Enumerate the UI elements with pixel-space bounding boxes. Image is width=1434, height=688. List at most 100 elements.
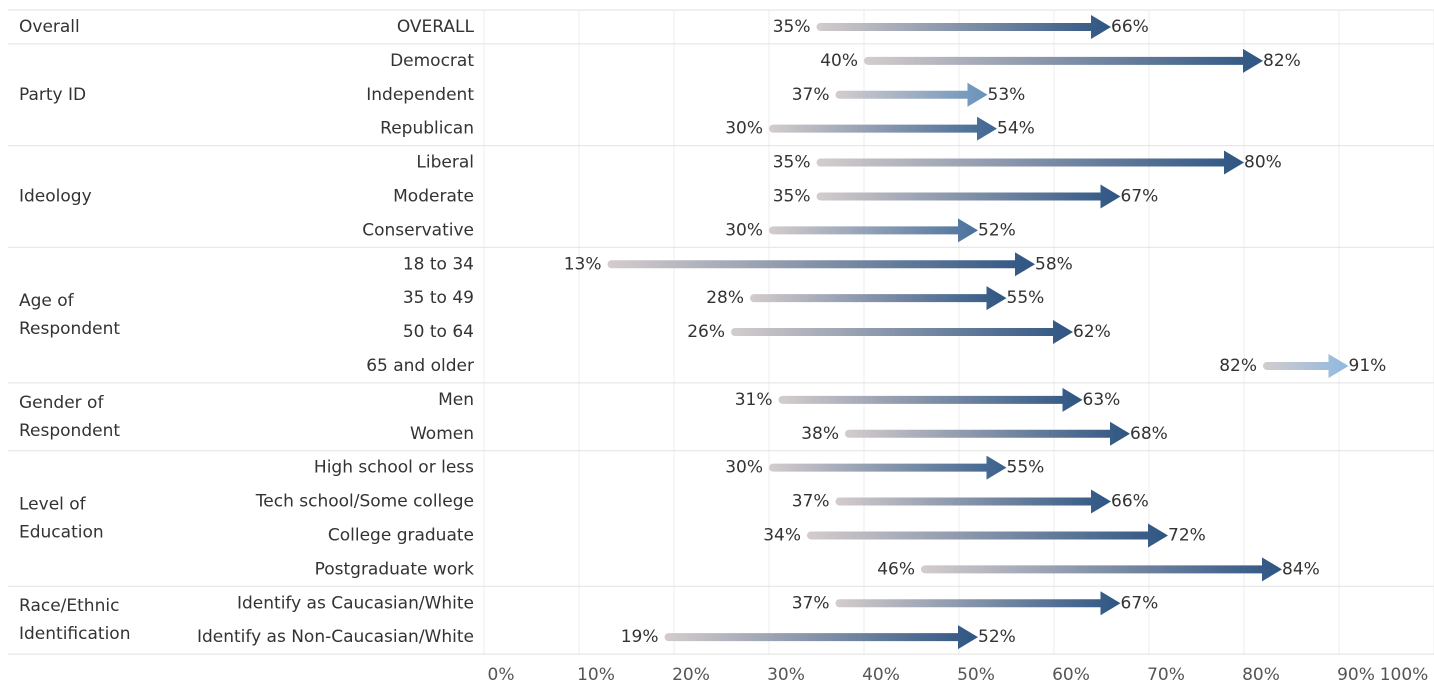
row-label: 65 and older <box>366 356 474 376</box>
range-arrow <box>835 591 1121 616</box>
range-arrow <box>835 82 988 107</box>
row-label: 35 to 49 <box>403 288 474 308</box>
category-label: Education <box>19 523 104 543</box>
row-label: Tech school/Some college <box>255 492 474 512</box>
category-label: Age of <box>19 291 75 311</box>
row-label: Conservative <box>362 220 474 240</box>
start-value-label: 40% <box>820 51 858 71</box>
row-label: Identify as Non-Caucasian/White <box>197 627 474 647</box>
category-label: Respondent <box>19 421 120 441</box>
end-value-label: 82% <box>1263 51 1301 71</box>
category-label: Level of <box>19 495 87 515</box>
end-value-label: 52% <box>978 220 1016 240</box>
row-label: Moderate <box>393 186 474 206</box>
end-value-label: 67% <box>1121 186 1159 206</box>
range-arrow <box>816 14 1111 39</box>
start-value-label: 35% <box>773 186 811 206</box>
row-label: OVERALL <box>397 17 475 37</box>
row-label: Men <box>438 390 474 410</box>
start-value-label: 38% <box>801 424 839 444</box>
start-value-label: 26% <box>687 322 725 342</box>
group-separators <box>8 9 1434 655</box>
category-label: Identification <box>19 624 130 644</box>
range-arrow <box>816 150 1244 175</box>
end-value-label: 66% <box>1111 17 1149 37</box>
end-value-label: 58% <box>1035 254 1073 274</box>
end-value-label: 91% <box>1349 356 1387 376</box>
row-label: Postgraduate work <box>315 559 475 579</box>
range-arrow <box>921 557 1282 582</box>
start-value-label: 31% <box>735 390 773 410</box>
x-tick-label: 70% <box>1147 665 1185 685</box>
range-arrow <box>750 286 1007 311</box>
x-tick-label: 0% <box>488 665 515 685</box>
category-label: Ideology <box>19 186 92 206</box>
range-arrow <box>664 625 978 650</box>
end-value-label: 66% <box>1111 492 1149 512</box>
range-arrow <box>816 184 1121 209</box>
end-value-label: 52% <box>978 627 1016 647</box>
end-value-label: 80% <box>1244 153 1282 173</box>
x-tick-label: 50% <box>957 665 995 685</box>
row-label: 18 to 34 <box>403 254 474 274</box>
range-arrow <box>845 421 1130 446</box>
category-label: Race/Ethnic <box>19 596 119 616</box>
range-arrow <box>807 523 1168 548</box>
x-tick-label: 40% <box>862 665 900 685</box>
x-tick-label: 10% <box>577 665 615 685</box>
range-arrow <box>835 489 1111 514</box>
row-label: Identify as Caucasian/White <box>237 593 474 613</box>
row-label: Independent <box>366 85 474 105</box>
category-label: Overall <box>19 17 80 37</box>
row-label: Democrat <box>390 51 474 71</box>
range-arrow <box>769 116 997 141</box>
row-label: 50 to 64 <box>403 322 474 342</box>
category-label: Party ID <box>19 85 86 105</box>
start-value-label: 46% <box>877 559 915 579</box>
row-label: High school or less <box>314 458 474 478</box>
end-value-label: 67% <box>1121 593 1159 613</box>
x-tick-label: 100% <box>1380 665 1429 685</box>
category-label: Gender of <box>19 393 104 413</box>
end-value-label: 55% <box>1007 288 1045 308</box>
rows: Overall OVERALL 35% 66% Party ID Democrat 40% 8… <box>19 14 1387 650</box>
x-tick-label: 90% <box>1337 665 1375 685</box>
end-value-label: 53% <box>988 85 1026 105</box>
x-tick-label: 60% <box>1052 665 1090 685</box>
start-value-label: 34% <box>763 525 801 545</box>
start-value-label: 35% <box>773 17 811 37</box>
range-arrow <box>731 320 1073 345</box>
x-tick-label: 80% <box>1242 665 1280 685</box>
x-tick-label: 20% <box>672 665 710 685</box>
end-value-label: 72% <box>1168 525 1206 545</box>
range-arrow <box>769 218 978 243</box>
start-value-label: 82% <box>1219 356 1257 376</box>
row-label: Women <box>410 424 474 444</box>
start-value-label: 37% <box>792 85 830 105</box>
x-axis-ticks: 0% 10% 20% 30% 40% 50% 60% 70% 80% 90% 100% <box>488 665 1429 685</box>
range-arrow <box>778 387 1083 412</box>
start-value-label: 30% <box>725 458 763 478</box>
row-label: Liberal <box>416 153 474 173</box>
row-label: Republican <box>380 119 474 139</box>
start-value-label: 37% <box>792 593 830 613</box>
end-value-label: 55% <box>1007 458 1045 478</box>
range-arrow <box>607 252 1035 277</box>
start-value-label: 35% <box>773 153 811 173</box>
x-tick-label: 30% <box>767 665 805 685</box>
end-value-label: 63% <box>1083 390 1121 410</box>
range-arrow <box>769 455 1007 480</box>
range-arrow <box>864 48 1263 73</box>
category-label: Respondent <box>19 319 120 339</box>
start-value-label: 37% <box>792 492 830 512</box>
range-arrow <box>1263 353 1349 378</box>
end-value-label: 68% <box>1130 424 1168 444</box>
row-label: College graduate <box>328 525 474 545</box>
start-value-label: 30% <box>725 119 763 139</box>
end-value-label: 54% <box>997 119 1035 139</box>
start-value-label: 28% <box>706 288 744 308</box>
start-value-label: 19% <box>621 627 659 647</box>
end-value-label: 84% <box>1282 559 1320 579</box>
start-value-label: 30% <box>725 220 763 240</box>
